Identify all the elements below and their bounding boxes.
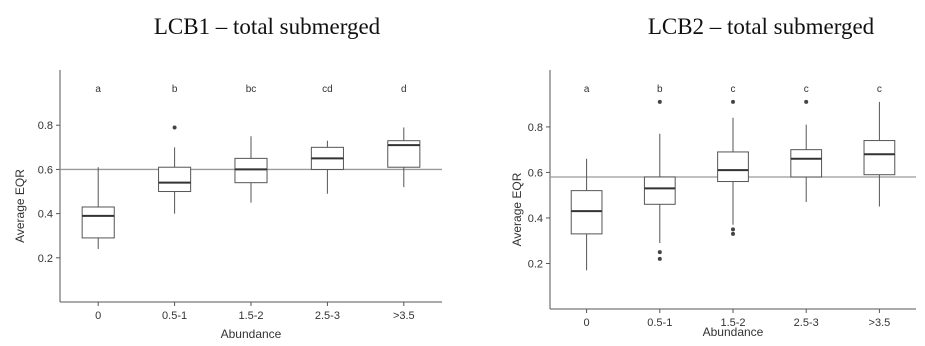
y-axis-label: Average EQR [510,172,524,246]
box-1 [158,125,192,214]
significance-letter: b [657,84,663,95]
x-tick-label: 2.5-3 [315,310,340,322]
box-2 [717,99,749,236]
box-3 [310,140,344,194]
box-4 [863,101,896,207]
box-iqr [790,149,823,178]
significance-letter: c [731,84,736,95]
chart-panel-lcb1: LCB1 – total submerged 0.2 0.4 0.6 0.8 0 a 0.5-… [13,14,442,341]
y-tick-label: 0.2 [528,258,543,270]
y-axis-label: Average EQR [13,169,27,243]
box-2 [234,136,268,203]
x-tick-label: 1.5-2 [720,317,745,329]
outlier-point [731,227,735,232]
box-iqr [643,176,676,205]
y-tick-label: 0.6 [528,167,543,179]
box-iqr [234,157,268,184]
y-tick-label: 0.6 [38,164,53,176]
box-3 [790,99,823,203]
outlier-point [804,99,809,104]
significance-letter: c [804,84,809,95]
outlier-point [657,256,662,261]
box-iqr [863,140,896,176]
box-0 [570,158,603,271]
outlier-point [657,99,662,104]
y-tick-label: 0.4 [528,213,543,225]
outlier-point [731,231,735,236]
significance-letter: bc [246,84,257,95]
x-axis-label: Abundance [221,327,282,341]
x-tick-label: 0 [584,317,590,329]
box-iqr [158,166,192,193]
box-iqr [717,151,749,183]
significance-letter: d [401,84,407,95]
y-tick-label: 0.8 [528,122,543,134]
outlier-point [172,125,177,130]
chart-title: LCB2 – total submerged [648,14,875,39]
box-1 [643,99,676,261]
x-tick-label: 2.5-3 [794,317,819,329]
significance-letter: c [877,84,882,95]
y-tick-label: 0.8 [38,120,53,132]
y-tick-label: 0.2 [38,253,53,265]
outlier-point [731,99,735,104]
significance-letter: a [584,84,590,95]
significance-letter: cd [322,84,333,95]
x-tick-label: 0.5-1 [162,310,187,322]
x-tick-label: >3.5 [393,310,415,322]
x-tick-label: 1.5-2 [238,310,263,322]
box-iqr [81,206,115,239]
box-iqr [570,190,603,235]
x-tick-label: 0 [95,310,101,322]
x-tick-label: 0.5-1 [647,317,672,329]
outlier-point [657,250,662,255]
x-axis-label: Abundance [703,325,764,339]
box-0 [81,167,115,249]
y-tick-label: 0.4 [38,209,53,221]
chart-panel-lcb2: LCB2 – total submerged 0.2 0.4 0.6 0.8 0 a 0.5-… [510,14,916,339]
significance-letter: b [172,84,178,95]
x-tick-label: >3.5 [869,317,891,329]
significance-letter: a [95,84,101,95]
chart-title: LCB1 – total submerged [154,14,381,39]
box-4 [387,127,421,188]
